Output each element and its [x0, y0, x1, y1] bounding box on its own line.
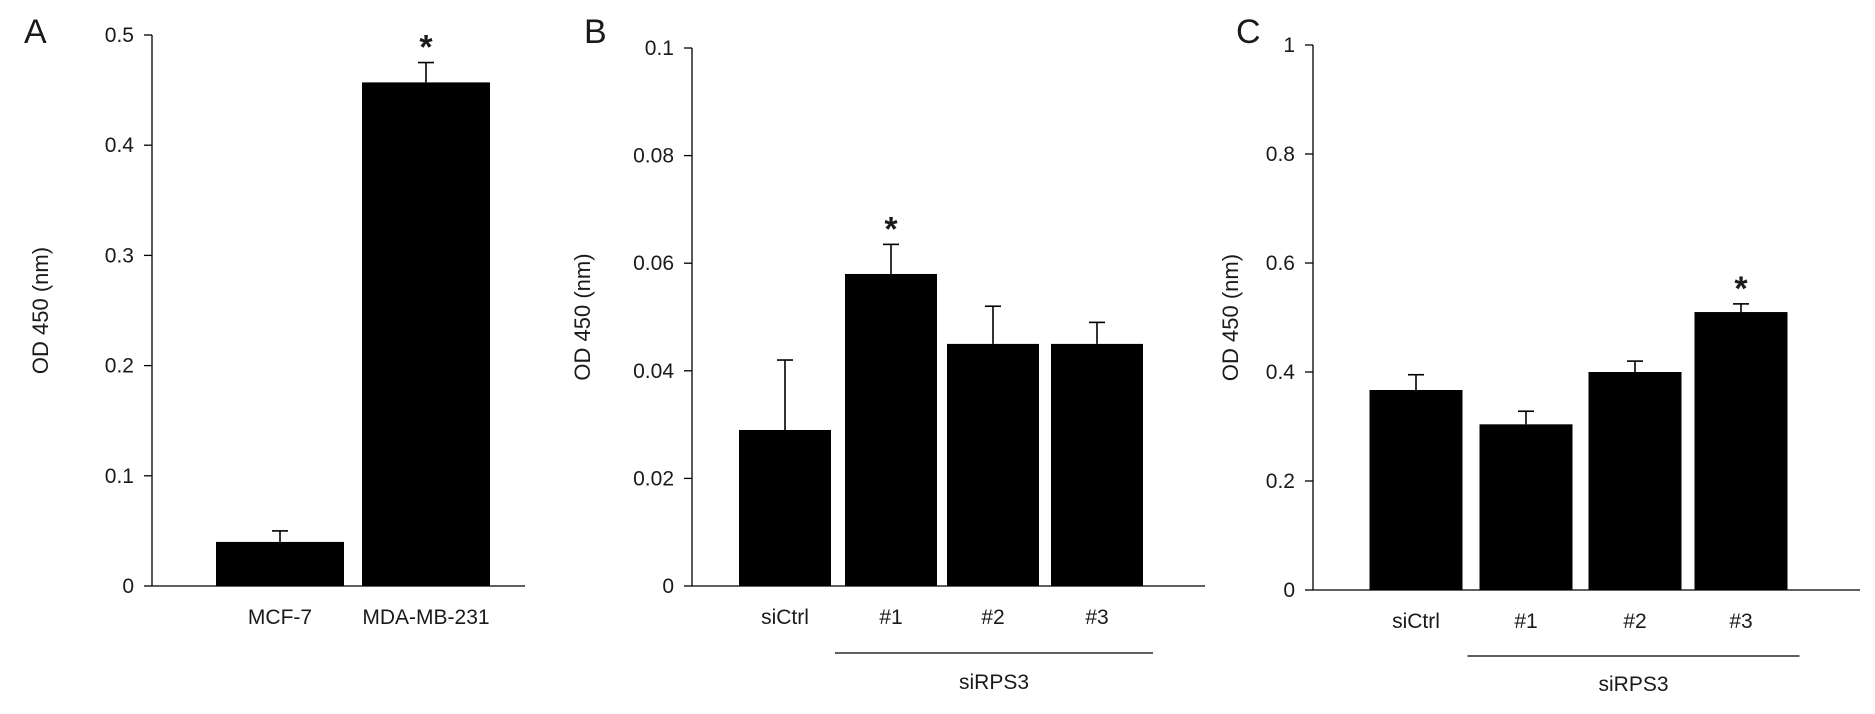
y-tick-label: 0.2 — [105, 355, 134, 378]
y-tick-label: 0.8 — [1266, 143, 1295, 166]
category-label: #2 — [981, 606, 1004, 629]
bar — [362, 82, 490, 587]
y-tick-label: 0.02 — [633, 467, 674, 490]
panel-B: B 0 0.02 0.04 0.06 0.08 0.1 OD 450 (nm) siCtrl * #… — [570, 13, 1205, 694]
category-label: siCtrl — [1392, 610, 1440, 633]
y-tick-label: 1 — [1283, 34, 1295, 57]
bar — [216, 541, 344, 586]
bar — [1479, 424, 1573, 590]
y-tick-label: 0 — [1283, 579, 1295, 602]
bar — [1694, 312, 1788, 590]
category-label: MCF-7 — [248, 606, 312, 629]
bar — [1369, 389, 1463, 590]
category-label: MDA-MB-231 — [362, 606, 489, 629]
category-label: siCtrl — [761, 606, 809, 629]
significance-marker: * — [419, 29, 433, 67]
significance-marker: * — [1734, 270, 1748, 308]
y-tick-label: 0.06 — [633, 252, 674, 275]
bar — [1051, 343, 1143, 586]
group-label: siRPS3 — [959, 671, 1029, 694]
panel-letter: A — [24, 13, 47, 51]
category-label: #3 — [1729, 610, 1752, 633]
y-axis-title: OD 450 (nm) — [28, 247, 53, 374]
y-tick-label: 0 — [122, 575, 134, 598]
y-tick-label: 0 — [662, 575, 674, 598]
category-label: #1 — [879, 606, 902, 629]
y-tick-label: 0.4 — [105, 134, 135, 157]
bar — [739, 429, 831, 586]
group-label: siRPS3 — [1598, 673, 1668, 696]
category-label: #3 — [1085, 606, 1108, 629]
y-tick-label: 0.3 — [105, 244, 134, 267]
bar — [947, 343, 1039, 586]
y-tick-label: 0.08 — [633, 145, 674, 168]
y-tick-label: 0.4 — [1266, 361, 1296, 384]
y-tick-label: 0.6 — [1266, 252, 1295, 275]
panel-C: C 0 0.2 0.4 0.6 0.8 1 OD 450 (nm) siCtrl #1 #2 * #3 s… — [1218, 13, 1860, 696]
panel-A: A 0 0.1 0.2 0.3 0.4 0.5 OD 450 (nm) MCF-7 * MDA-MB… — [24, 13, 525, 629]
y-tick-label: 0.1 — [645, 37, 674, 60]
y-axis-title: OD 450 (nm) — [570, 253, 595, 380]
y-tick-label: 0.04 — [633, 360, 674, 383]
y-axis-title: OD 450 (nm) — [1218, 254, 1243, 381]
category-label: #1 — [1514, 610, 1537, 633]
category-label: #2 — [1623, 610, 1646, 633]
significance-marker: * — [884, 210, 898, 248]
y-tick-label: 0.2 — [1266, 470, 1295, 493]
panel-letter: C — [1236, 13, 1261, 51]
y-tick-label: 0.5 — [105, 24, 134, 47]
bar — [845, 273, 937, 586]
bar — [1588, 372, 1682, 590]
panel-letter: B — [584, 13, 607, 51]
y-tick-label: 0.1 — [105, 465, 134, 488]
